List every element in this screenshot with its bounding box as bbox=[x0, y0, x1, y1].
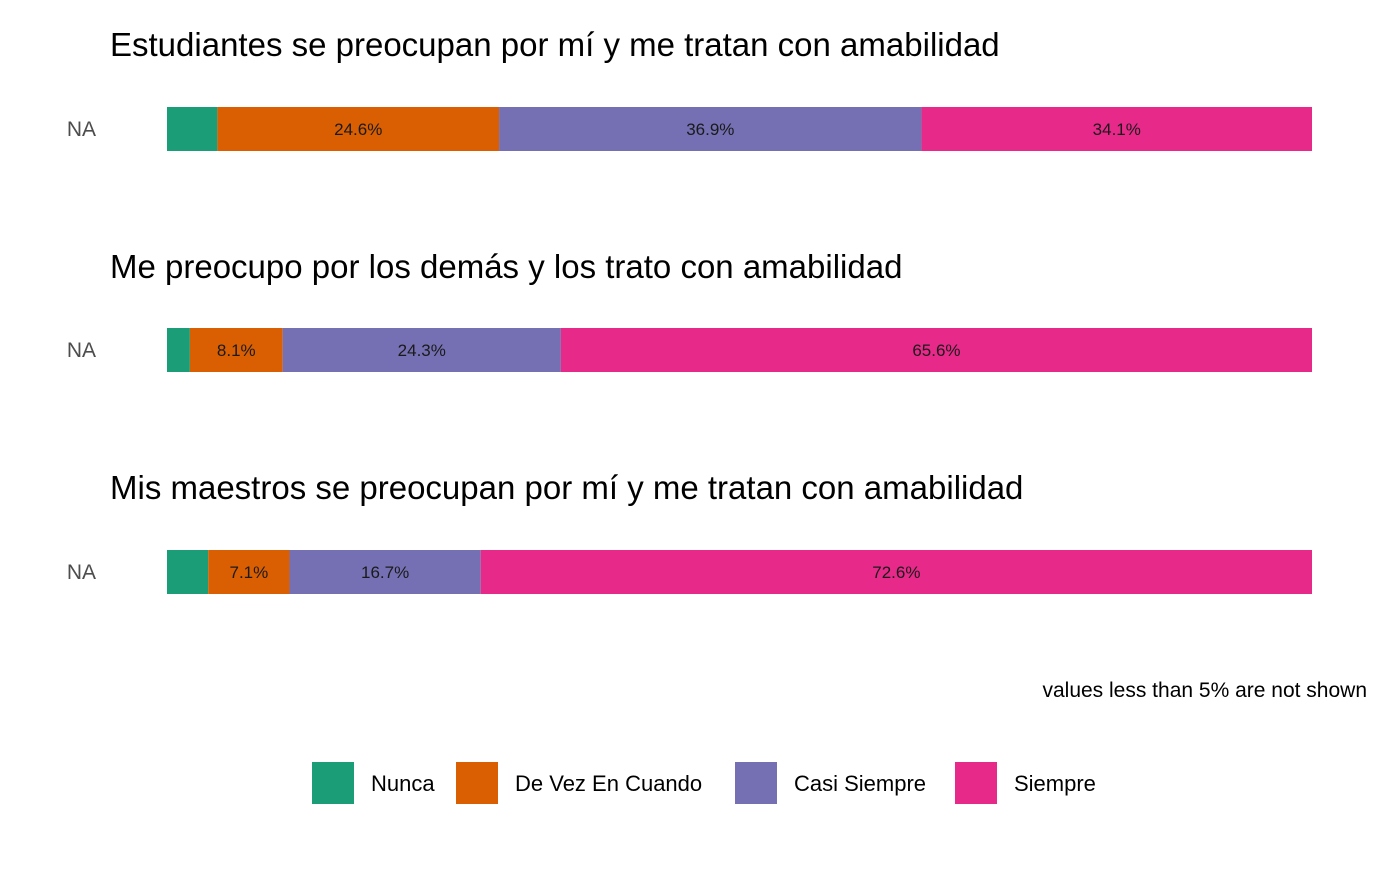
bar-1-de-vez-en-cuando bbox=[217, 107, 500, 151]
legend-label-siempre: Siempre bbox=[1014, 771, 1096, 796]
bar-2-nunca bbox=[167, 328, 190, 372]
bar-label-1-casi-siempre: 36.9% bbox=[686, 120, 734, 139]
bar-label-3-de-vez-en-cuando: 7.1% bbox=[229, 563, 268, 582]
legend-swatch-nunca bbox=[312, 762, 354, 804]
legend-swatch-de-vez-en-cuando bbox=[456, 762, 498, 804]
bar-1-nunca bbox=[167, 107, 218, 151]
legend-swatch-siempre bbox=[955, 762, 997, 804]
legend-label-casi-siempre: Casi Siempre bbox=[794, 771, 926, 796]
row-label-1: NA bbox=[67, 118, 96, 141]
bar-label-3-casi-siempre: 16.7% bbox=[361, 563, 409, 582]
legend-label-nunca: Nunca bbox=[371, 771, 435, 796]
panel-title-3: Mis maestros se preocupan por mí y me tr… bbox=[110, 469, 1023, 506]
legend-swatch-casi-siempre bbox=[735, 762, 777, 804]
panel-title-1: Estudiantes se preocupan por mí y me tra… bbox=[110, 26, 1000, 63]
bar-1-casi-siempre bbox=[499, 107, 922, 151]
row-label-2: NA bbox=[67, 339, 96, 362]
bar-label-1-siempre: 34.1% bbox=[1093, 120, 1141, 139]
bar-3-de-vez-en-cuando bbox=[208, 550, 290, 594]
legend-label-de-vez-en-cuando: De Vez En Cuando bbox=[515, 771, 702, 796]
bar-label-2-casi-siempre: 24.3% bbox=[398, 341, 446, 360]
bar-label-3-siempre: 72.6% bbox=[872, 563, 920, 582]
bar-label-2-siempre: 65.6% bbox=[912, 341, 960, 360]
bar-2-de-vez-en-cuando bbox=[189, 328, 283, 372]
bar-label-2-de-vez-en-cuando: 8.1% bbox=[217, 341, 256, 360]
bar-2-siempre bbox=[560, 328, 1312, 372]
row-label-3: NA bbox=[67, 561, 96, 584]
bar-3-siempre bbox=[480, 550, 1313, 594]
bar-1-siempre bbox=[921, 107, 1312, 151]
bar-label-1-de-vez-en-cuando: 24.6% bbox=[334, 120, 382, 139]
bar-3-casi-siempre bbox=[289, 550, 481, 594]
bar-2-casi-siempre bbox=[282, 328, 561, 372]
bar-3-nunca bbox=[167, 550, 209, 594]
chart-caption: values less than 5% are not shown bbox=[1042, 679, 1367, 702]
panel-title-2: Me preocupo por los demás y los trato co… bbox=[110, 248, 902, 285]
